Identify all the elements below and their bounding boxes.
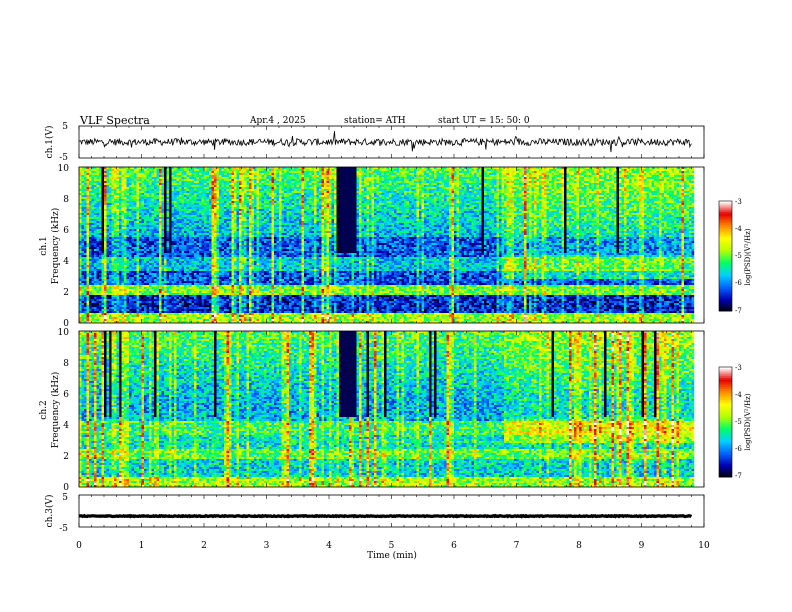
x-tick-1: 1	[139, 541, 145, 551]
ch2-colorbar	[719, 367, 732, 477]
cb1-tick-m7: -7	[735, 307, 742, 315]
cb2-tick-m5: -5	[735, 418, 742, 426]
x-tick-5: 5	[389, 541, 395, 551]
cb1-label: log(PSD)(V²/Hz)	[744, 228, 752, 285]
ch2-spec-ylabel-line1: ch.2	[39, 400, 49, 419]
ch2-spec-ytick-0: 0	[63, 483, 69, 493]
ch2-spec-ytick-2: 2	[63, 452, 69, 462]
ch1-spec-ytick-8: 8	[63, 195, 69, 205]
p1-trace-path	[79, 131, 692, 152]
ch1-spec-ylabel-line1: ch.1	[39, 236, 49, 255]
cb2-tick-m7: -7	[735, 472, 742, 480]
ch2-spec-ytick-4: 4	[63, 421, 69, 431]
x-tick-6: 6	[451, 541, 457, 551]
ch1-ytick-top: 5	[62, 122, 68, 132]
ch1-colorbar	[719, 201, 732, 311]
ch1-spec-ytick-4: 4	[63, 257, 69, 267]
cb1-tick-m5: -5	[735, 252, 742, 260]
ch3-ytick-top: 5	[62, 493, 68, 503]
x-tick-0: 0	[76, 541, 82, 551]
cb2-tick-m4: -4	[735, 391, 742, 399]
ch1-spectrogram-panel: ch.1 Frequency (kHz) 0 2 4 6 8 10 -3 -4 …	[39, 164, 752, 329]
ch2-spec-ytick-6: 6	[63, 390, 69, 400]
ch1-spec-ytick-2: 2	[63, 288, 69, 298]
ch2-spec-ytick-10: 10	[58, 328, 70, 338]
x-tick-2: 2	[201, 541, 207, 551]
ch1-spec-ytick-6: 6	[63, 226, 69, 236]
x-tick-3: 3	[264, 541, 270, 551]
x-tick-10: 10	[698, 541, 710, 551]
header-start-time: start UT = 15: 50: 0	[438, 116, 530, 126]
ch3-trace	[79, 516, 692, 517]
x-tick-9: 9	[639, 541, 645, 551]
ch3-waveform-panel: ch.3(V) 5 -5	[44, 493, 692, 534]
ch1-trace	[79, 131, 692, 152]
cb2-tick-m3: -3	[735, 364, 742, 372]
ch2-spectrogram-panel: ch.2 Frequency (kHz) 0 2 4 6 8 10 -3 -4 …	[39, 328, 752, 493]
cb2-label: log(PSD)(V²/Hz)	[744, 393, 752, 450]
x-tick-8: 8	[576, 541, 582, 551]
ch2-spec-ylabel-line2: Frequency (kHz)	[50, 372, 61, 449]
x-axis-label: Time (min)	[367, 550, 417, 561]
figure-title: VLF Spectra	[79, 114, 150, 127]
header-station: station= ATH	[344, 116, 406, 126]
x-tick-7: 7	[514, 541, 520, 551]
header-date: Apr.4 , 2025	[249, 116, 306, 126]
x-tick-4: 4	[326, 541, 332, 551]
ch2-spectrogram-image	[79, 331, 694, 487]
cb2-tick-m6: -6	[735, 445, 742, 453]
ch1-ytick-bottom: -5	[59, 153, 68, 163]
ch1-waveform-panel: ch.1(V) 5 -5	[44, 122, 692, 163]
ch1-spec-ylabel-line2: Frequency (kHz)	[50, 208, 61, 285]
x-tick-labels: 0 1 2 3 4 5 6 7 8 9 10	[76, 541, 710, 551]
cb1-tick-m4: -4	[735, 225, 742, 233]
p4-trace-path	[79, 516, 692, 517]
ch1-spectrogram-image	[79, 167, 694, 323]
cb1-tick-m3: -3	[735, 198, 742, 206]
cb1-tick-m6: -6	[735, 279, 742, 287]
ch1-ylabel: ch.1(V)	[44, 126, 55, 159]
ch1-spec-ytick-10: 10	[58, 164, 70, 174]
ch3-ytick-bottom: -5	[59, 524, 68, 534]
ch2-spec-ytick-8: 8	[63, 359, 69, 369]
ch3-ylabel: ch.3(V)	[44, 495, 55, 528]
